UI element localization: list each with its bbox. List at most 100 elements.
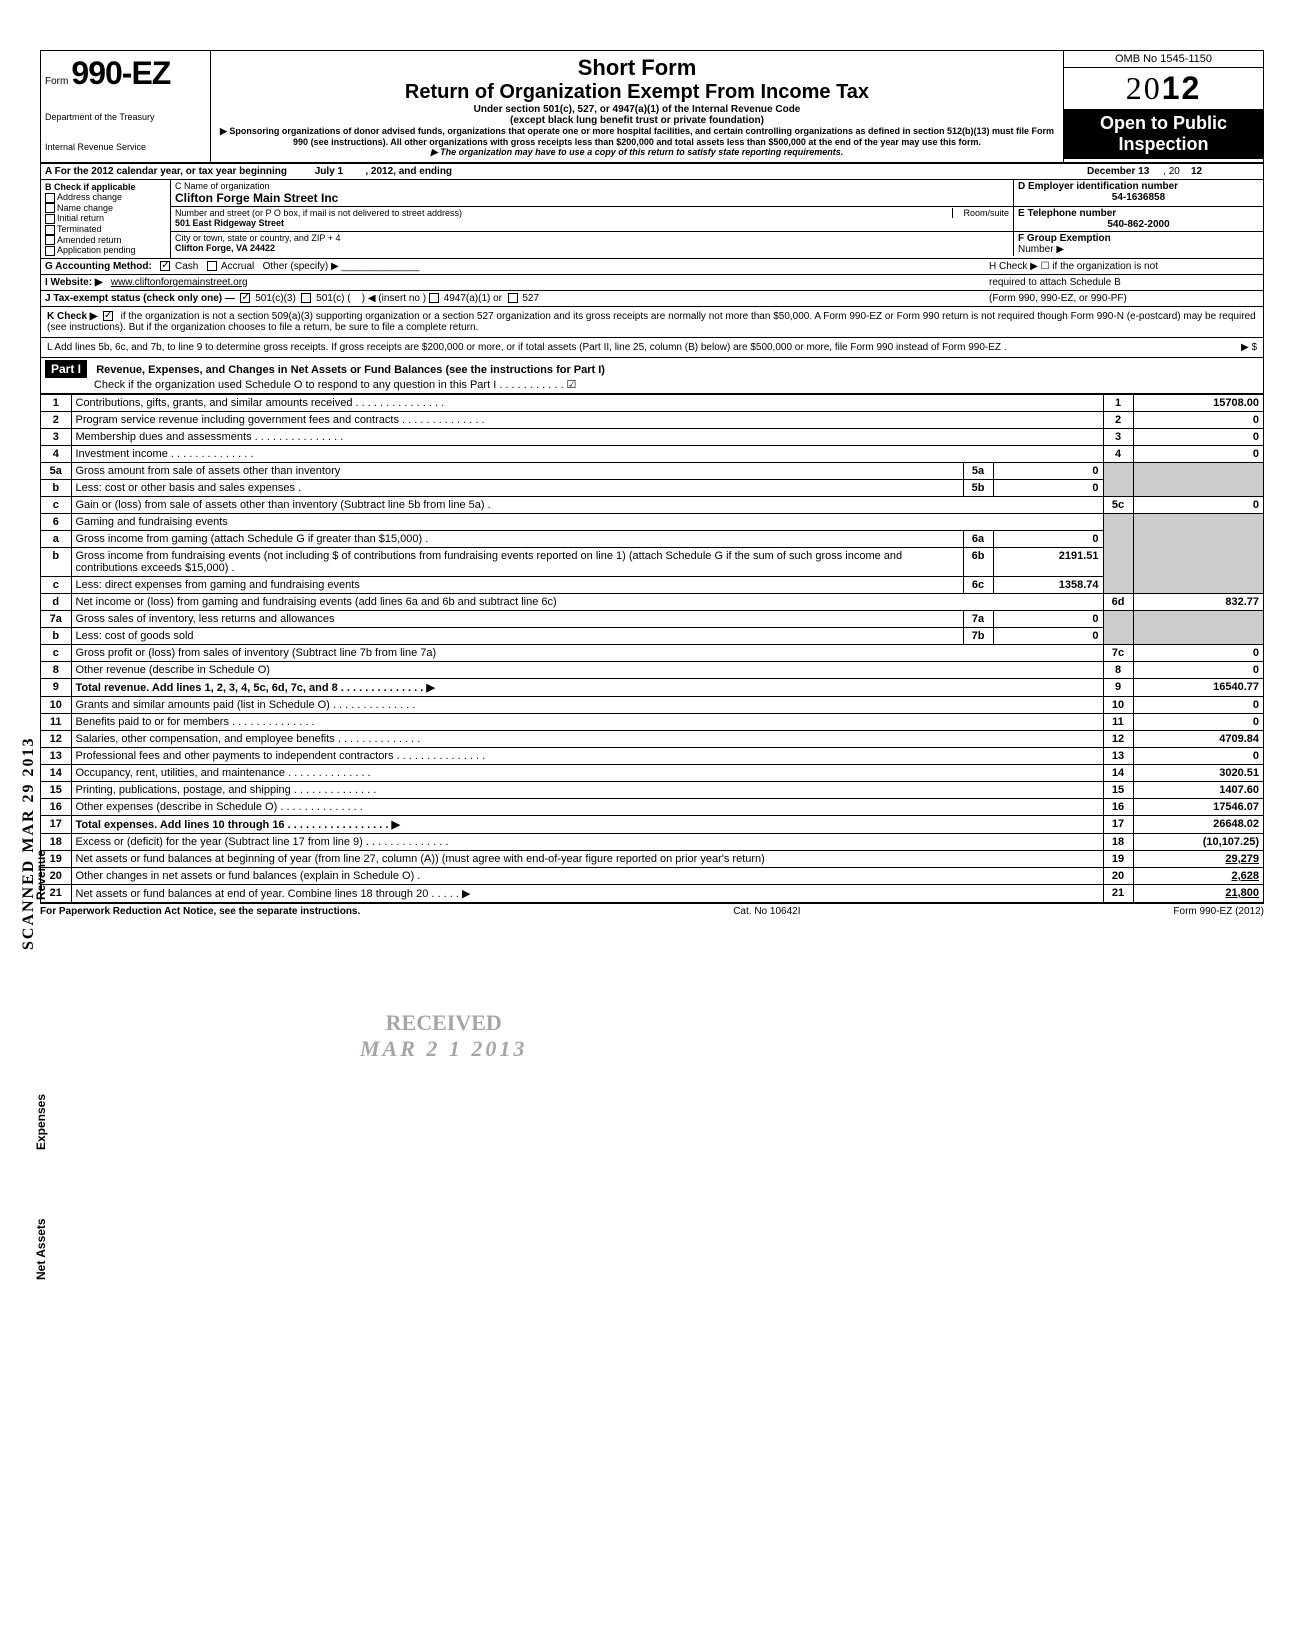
e-label: E Telephone number: [1018, 208, 1116, 219]
line-a-label: A For the 2012 calendar year, or tax yea…: [45, 166, 287, 177]
l-text: L Add lines 5b, 6c, and 7b, to line 9 to…: [47, 342, 1007, 353]
part-1-tag: Part I: [45, 360, 87, 378]
chk-527[interactable]: [508, 293, 518, 303]
line-14: 14Occupancy, rent, utilities, and mainte…: [41, 764, 1263, 781]
j-527: 527: [522, 293, 539, 304]
chk-terminated[interactable]: [45, 225, 55, 235]
form-990ez: Form 990-EZ Department of the Treasury I…: [40, 50, 1264, 904]
d-label: D Employer identification number: [1018, 181, 1178, 192]
line-a-begin: July 1: [315, 166, 343, 177]
g-accrual: Accrual: [221, 261, 254, 272]
year-prefix: 20: [1126, 70, 1162, 106]
f-label: F Group Exemption: [1018, 233, 1111, 244]
chk-name-change[interactable]: [45, 203, 55, 213]
lines-table: 1Contributions, gifts, grants, and simil…: [41, 394, 1263, 903]
k-label: K Check ▶: [47, 311, 97, 322]
part-1-scho: Check if the organization used Schedule …: [94, 379, 577, 391]
subtitle-1: Under section 501(c), 527, or 4947(a)(1)…: [217, 104, 1057, 115]
line-19: 19Net assets or fund balances at beginni…: [41, 850, 1263, 867]
chk-amended[interactable]: [45, 235, 55, 245]
g-other: Other (specify) ▶: [263, 261, 339, 272]
line-3: 3Membership dues and assessments .30: [41, 428, 1263, 445]
h-label-2: required to attach Schedule B: [989, 277, 1121, 288]
form-number: 990-EZ: [71, 55, 170, 91]
expenses-side-label: Expenses: [34, 1094, 48, 1150]
open-to-public: Open to Public: [1066, 113, 1261, 134]
header-note-2: ▶ The organization may have to use a cop…: [217, 147, 1057, 158]
chk-pending[interactable]: [45, 246, 55, 256]
chk-address-change[interactable]: [45, 193, 55, 203]
c-name-label: C Name of organization: [175, 181, 270, 191]
net-assets-side-label: Net Assets: [34, 1218, 48, 1280]
chk-accrual[interactable]: [207, 261, 217, 271]
line-21: 21Net assets or fund balances at end of …: [41, 884, 1263, 902]
b-title: B Check if applicable: [45, 182, 136, 192]
line-7b: bLess: cost of goods sold7b0: [41, 627, 1263, 644]
line-2: 2Program service revenue including gover…: [41, 411, 1263, 428]
line-1: 1Contributions, gifts, grants, and simil…: [41, 394, 1263, 411]
line-17: 17Total expenses. Add lines 10 through 1…: [41, 815, 1263, 833]
line-10: 10Grants and similar amounts paid (list …: [41, 696, 1263, 713]
line-a-yr-lbl: , 20: [1163, 166, 1180, 177]
line-6b: bGross income from fundraising events (n…: [41, 547, 1263, 576]
ein-value: 54-1636858: [1018, 192, 1259, 203]
page-footer: For Paperwork Reduction Act Notice, see …: [40, 904, 1264, 919]
line-5a: 5aGross amount from sale of assets other…: [41, 462, 1263, 479]
short-form-title: Short Form: [217, 55, 1057, 81]
subtitle-2: (except black lung benefit trust or priv…: [217, 115, 1057, 126]
line-5b: bLess: cost or other basis and sales exp…: [41, 479, 1263, 496]
j-label: J Tax-exempt status (check only one) —: [45, 293, 235, 304]
stamp-date: MAR 2 1 2013: [360, 1036, 527, 1062]
k-text: if the organization is not a section 509…: [47, 311, 1256, 333]
addr-label: Number and street (or P O box, if mail i…: [175, 208, 462, 218]
opt-address-change: Address change: [57, 192, 122, 202]
form-header: Form 990-EZ Department of the Treasury I…: [41, 51, 1263, 164]
j-4947: 4947(a)(1) or: [444, 293, 502, 304]
phone-value: 540-862-2000: [1018, 219, 1259, 230]
form-ref: Form 990-EZ (2012): [1173, 906, 1264, 917]
line-9: 9Total revenue. Add lines 1, 2, 3, 4, 5c…: [41, 678, 1263, 696]
line-16: 16Other expenses (describe in Schedule O…: [41, 798, 1263, 815]
website-value: www.cliftonforgemainstreet.org: [111, 277, 248, 288]
line-12: 12Salaries, other compensation, and empl…: [41, 730, 1263, 747]
g-label: G Accounting Method:: [45, 261, 152, 272]
pra-notice: For Paperwork Reduction Act Notice, see …: [40, 906, 360, 917]
form-prefix: Form: [45, 76, 68, 87]
chk-501c3[interactable]: [240, 293, 250, 303]
omb-number: OMB No 1545-1150: [1064, 51, 1263, 68]
line-7c: cGross profit or (loss) from sales of in…: [41, 644, 1263, 661]
line-6a: aGross income from gaming (attach Schedu…: [41, 530, 1263, 547]
g-cash: Cash: [175, 261, 198, 272]
chk-initial-return[interactable]: [45, 214, 55, 224]
chk-k[interactable]: [103, 311, 113, 321]
part-1-title: Revenue, Expenses, and Changes in Net As…: [96, 364, 605, 376]
line-5c: cGain or (loss) from sale of assets othe…: [41, 496, 1263, 513]
city-value: Clifton Forge, VA 24422: [175, 243, 275, 253]
chk-4947[interactable]: [429, 293, 439, 303]
j-insert: ◀ (insert no ): [368, 293, 426, 304]
section-b: B Check if applicable Address change Nam…: [41, 180, 171, 258]
room-label: Room/suite: [952, 208, 1009, 218]
cat-no: Cat. No 10642I: [733, 906, 800, 917]
street-address: 501 East Ridgeway Street: [175, 218, 284, 228]
opt-initial-return: Initial return: [57, 213, 104, 223]
chk-cash[interactable]: [160, 261, 170, 271]
line-6c: cLess: direct expenses from gaming and f…: [41, 576, 1263, 593]
header-note-1: ▶ Sponsoring organizations of donor advi…: [217, 126, 1057, 147]
chk-501c[interactable]: [301, 293, 311, 303]
f-label-2: Number ▶: [1018, 244, 1064, 255]
line-7a: 7aGross sales of inventory, less returns…: [41, 610, 1263, 627]
line-20: 20Other changes in net assets or fund ba…: [41, 867, 1263, 884]
city-label: City or town, state or country, and ZIP …: [175, 233, 341, 243]
l-tail: ▶ $: [1241, 342, 1257, 353]
j-501c3: 501(c)(3): [255, 293, 296, 304]
line-18: 18Excess or (deficit) for the year (Subt…: [41, 833, 1263, 850]
year-suffix: 12: [1162, 70, 1202, 106]
line-11: 11Benefits paid to or for members110: [41, 713, 1263, 730]
main-title: Return of Organization Exempt From Incom…: [217, 81, 1057, 104]
org-name: Clifton Forge Main Street Inc: [175, 191, 338, 205]
dept-treasury: Department of the Treasury: [45, 112, 206, 122]
revenue-side-label: Revenue: [34, 850, 48, 900]
line-8: 8Other revenue (describe in Schedule O)8…: [41, 661, 1263, 678]
i-label: I Website: ▶: [45, 277, 103, 288]
